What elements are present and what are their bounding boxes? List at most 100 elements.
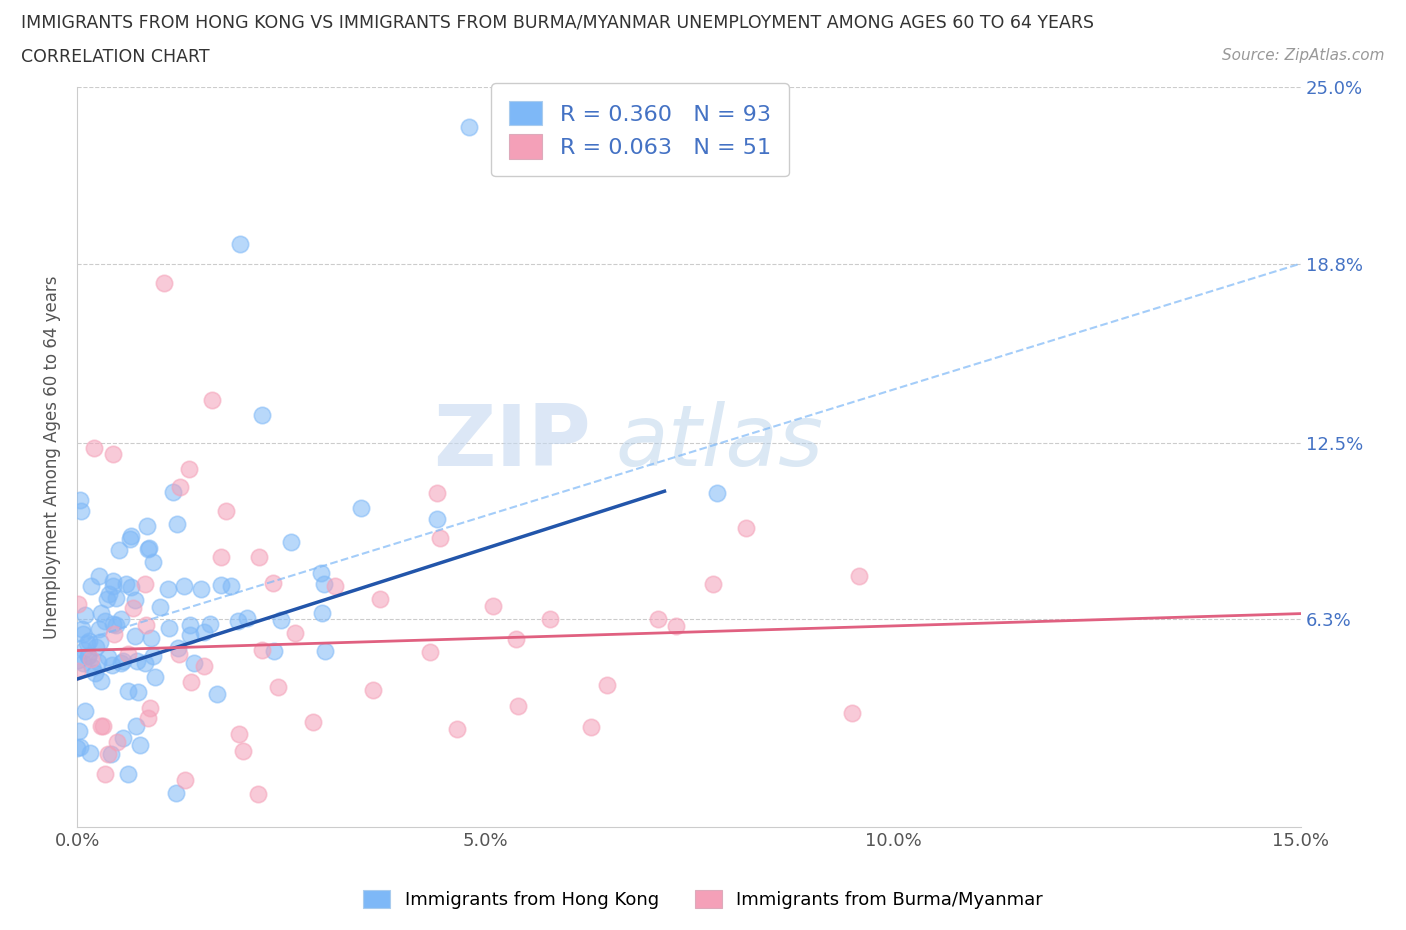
Point bbox=[506, 698, 529, 713]
Point bbox=[73, 643, 96, 658]
Point bbox=[69, 492, 91, 507]
Point bbox=[426, 512, 449, 526]
Point bbox=[76, 635, 98, 650]
Point bbox=[105, 618, 128, 632]
Point bbox=[183, 656, 205, 671]
Point bbox=[702, 577, 724, 591]
Point bbox=[219, 578, 242, 593]
Point bbox=[94, 614, 117, 629]
Point bbox=[66, 740, 89, 755]
Point bbox=[209, 550, 232, 565]
Point bbox=[179, 628, 201, 643]
Point bbox=[166, 517, 188, 532]
Point bbox=[153, 275, 176, 290]
Point bbox=[97, 747, 120, 762]
Point bbox=[143, 670, 166, 684]
Point bbox=[250, 408, 273, 423]
Point bbox=[136, 711, 159, 725]
Point bbox=[180, 674, 202, 689]
Point bbox=[166, 640, 188, 655]
Point bbox=[96, 591, 118, 606]
Point bbox=[124, 592, 146, 607]
Point bbox=[250, 643, 273, 658]
Point bbox=[236, 610, 259, 625]
Point bbox=[103, 627, 125, 642]
Point bbox=[127, 654, 149, 669]
Point bbox=[101, 578, 124, 593]
Point bbox=[647, 612, 669, 627]
Point bbox=[446, 721, 468, 736]
Point bbox=[105, 591, 128, 605]
Point bbox=[124, 629, 146, 644]
Point bbox=[69, 739, 91, 754]
Point bbox=[117, 684, 139, 698]
Point bbox=[70, 503, 93, 518]
Point bbox=[262, 576, 284, 591]
Point bbox=[190, 581, 212, 596]
Point bbox=[429, 531, 451, 546]
Point bbox=[134, 577, 156, 591]
Point bbox=[174, 773, 197, 788]
Point bbox=[314, 577, 336, 591]
Point bbox=[579, 720, 602, 735]
Point bbox=[229, 236, 252, 251]
Point bbox=[350, 501, 373, 516]
Point bbox=[77, 634, 100, 649]
Text: CORRELATION CHART: CORRELATION CHART bbox=[21, 48, 209, 66]
Point bbox=[117, 766, 139, 781]
Point bbox=[97, 649, 120, 664]
Point bbox=[66, 597, 89, 612]
Point bbox=[90, 719, 112, 734]
Point bbox=[77, 648, 100, 663]
Point bbox=[87, 568, 110, 583]
Point bbox=[111, 654, 134, 669]
Point bbox=[311, 605, 333, 620]
Point bbox=[110, 612, 132, 627]
Point bbox=[105, 735, 128, 750]
Point bbox=[79, 746, 101, 761]
Text: IMMIGRANTS FROM HONG KONG VS IMMIGRANTS FROM BURMA/MYANMAR UNEMPLOYMENT AMONG AG: IMMIGRANTS FROM HONG KONG VS IMMIGRANTS … bbox=[21, 14, 1094, 32]
Text: ZIP: ZIP bbox=[433, 401, 591, 484]
Point bbox=[311, 565, 333, 580]
Point bbox=[284, 626, 307, 641]
Point bbox=[94, 766, 117, 781]
Point bbox=[70, 621, 93, 636]
Point bbox=[267, 679, 290, 694]
Point bbox=[162, 485, 184, 500]
Point bbox=[72, 656, 94, 671]
Point bbox=[193, 625, 215, 640]
Legend: Immigrants from Hong Kong, Immigrants from Burma/Myanmar: Immigrants from Hong Kong, Immigrants fr… bbox=[356, 883, 1050, 916]
Point bbox=[139, 631, 162, 645]
Point bbox=[205, 686, 228, 701]
Point bbox=[91, 719, 114, 734]
Point bbox=[841, 706, 863, 721]
Point bbox=[101, 447, 124, 462]
Point bbox=[101, 617, 124, 631]
Point bbox=[67, 652, 90, 667]
Point bbox=[173, 579, 195, 594]
Point bbox=[226, 614, 249, 629]
Point bbox=[596, 677, 619, 692]
Point bbox=[214, 504, 236, 519]
Point bbox=[75, 703, 97, 718]
Point bbox=[120, 579, 142, 594]
Point bbox=[426, 485, 449, 500]
Point bbox=[69, 724, 91, 738]
Point bbox=[87, 622, 110, 637]
Point bbox=[247, 550, 270, 565]
Point bbox=[209, 578, 232, 592]
Point bbox=[538, 612, 561, 627]
Point bbox=[665, 618, 688, 633]
Point bbox=[457, 119, 479, 134]
Point bbox=[177, 462, 200, 477]
Point bbox=[72, 627, 94, 642]
Point bbox=[97, 587, 120, 602]
Point bbox=[111, 730, 134, 745]
Point bbox=[179, 618, 201, 632]
Point bbox=[228, 726, 250, 741]
Point bbox=[110, 656, 132, 671]
Point bbox=[77, 649, 100, 664]
Point bbox=[270, 613, 292, 628]
Point bbox=[135, 519, 157, 534]
Point bbox=[135, 618, 157, 632]
